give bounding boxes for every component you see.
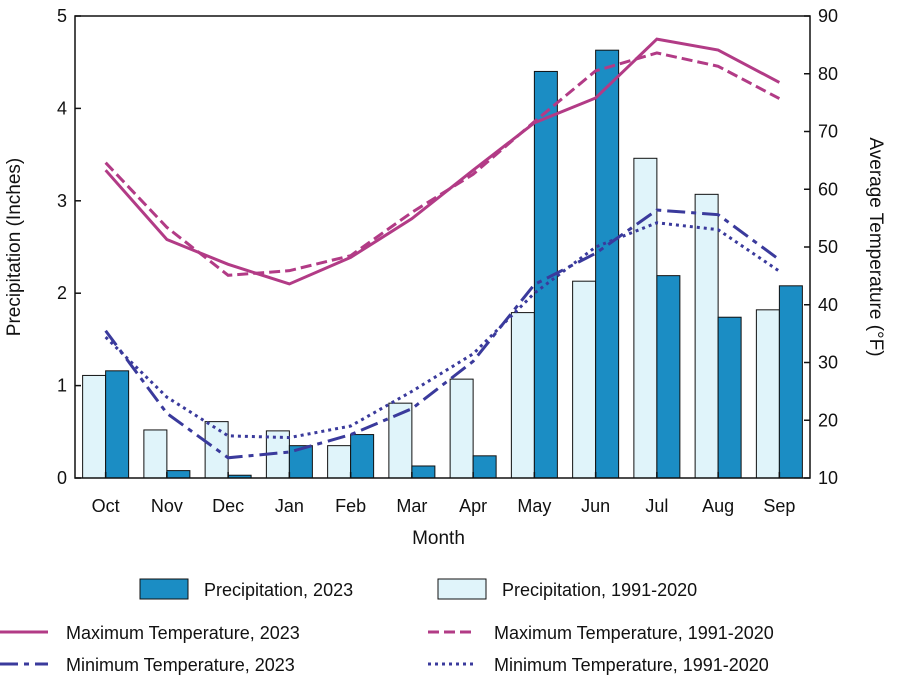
legend: Precipitation, 2023 Precipitation, 1991-2… [0, 578, 774, 675]
precip-bar-normal-jul [633, 157, 658, 479]
x-tick-label-sep: Sep [763, 496, 795, 516]
precip-bar-normal-may [510, 312, 535, 479]
precip-bar-2023-jul [656, 275, 681, 479]
x-tick-label-jul: Jul [645, 496, 668, 516]
x-axis-label: Month [412, 528, 465, 549]
y-tick-label: 1 [57, 376, 67, 396]
precip-bar-normal-apr [449, 378, 474, 479]
precip-bar-2023-mar [411, 465, 436, 479]
y-tick-label: 0 [57, 468, 67, 488]
x-tick-label-jun: Jun [581, 496, 610, 516]
precip-bar-normal-aug [694, 193, 719, 479]
precip-bar-2023-apr [472, 455, 497, 479]
temp-line-2 [104, 208, 781, 460]
y2-tick-label: 20 [818, 410, 838, 430]
precip-bar-normal-feb [327, 445, 352, 479]
precip-bar-2023-jun [595, 49, 620, 479]
x-tick-label-jan: Jan [275, 496, 304, 516]
precip-bar-2023-nov [166, 470, 191, 479]
axes-group: 0 1 2 3 4 5 10 20 30 40 50 60 70 80 90 Oct Nov Dec Jan Feb M… [57, 6, 838, 516]
y-tick-label: 4 [57, 98, 67, 118]
legend-label-0: Precipitation, 2023 [204, 580, 353, 600]
temp-line-0 [104, 37, 781, 286]
precip-bar-normal-sep [755, 309, 780, 479]
x-tick-label-aug: Aug [702, 496, 734, 516]
y2-axis-label: Average Temperature (°F) [865, 137, 886, 356]
legend-swatch-1 [437, 578, 487, 600]
y-tick-label: 3 [57, 191, 67, 211]
x-tick-label-oct: Oct [92, 496, 120, 516]
y2-tick-label: 10 [818, 468, 838, 488]
x-tick-label-feb: Feb [335, 496, 366, 516]
x-tick-label-may: May [517, 496, 551, 516]
legend-line-label-3: Minimum Temperature, 1991-2020 [494, 655, 769, 675]
x-tick-label-nov: Nov [151, 496, 183, 516]
precip-bar-2023-jan [288, 445, 313, 479]
y2-tick-label: 30 [818, 353, 838, 373]
precip-bar-2023-feb [350, 434, 375, 479]
precip-bar-normal-nov [143, 429, 168, 479]
precip-bar-2023-aug [717, 316, 742, 479]
lines-group [104, 37, 781, 460]
legend-line-label-2: Minimum Temperature, 2023 [66, 655, 295, 675]
y-axis-label: Precipitation (Inches) [4, 158, 25, 336]
precip-bar-2023-sep [778, 285, 803, 479]
legend-line-label-0: Maximum Temperature, 2023 [66, 623, 300, 643]
y2-tick-label: 70 [818, 122, 838, 142]
x-tick-label-dec: Dec [212, 496, 244, 516]
y-tick-label: 2 [57, 283, 67, 303]
legend-swatch-0 [139, 578, 189, 600]
y2-tick-label: 90 [818, 6, 838, 26]
y2-tick-label: 50 [818, 237, 838, 257]
precip-bar-normal-jun [572, 280, 597, 479]
precip-bar-normal-oct [82, 374, 107, 479]
y2-tick-label: 80 [818, 64, 838, 84]
y2-tick-label: 60 [818, 179, 838, 199]
y2-tick-label: 40 [818, 295, 838, 315]
x-tick-label-apr: Apr [459, 496, 487, 516]
x-tick-label-mar: Mar [396, 496, 427, 516]
temp-line-1 [104, 51, 781, 277]
y-tick-label: 5 [57, 6, 67, 26]
legend-line-label-1: Maximum Temperature, 1991-2020 [494, 623, 774, 643]
legend-label-1: Precipitation, 1991-2020 [502, 580, 697, 600]
precip-bar-2023-oct [105, 370, 130, 479]
